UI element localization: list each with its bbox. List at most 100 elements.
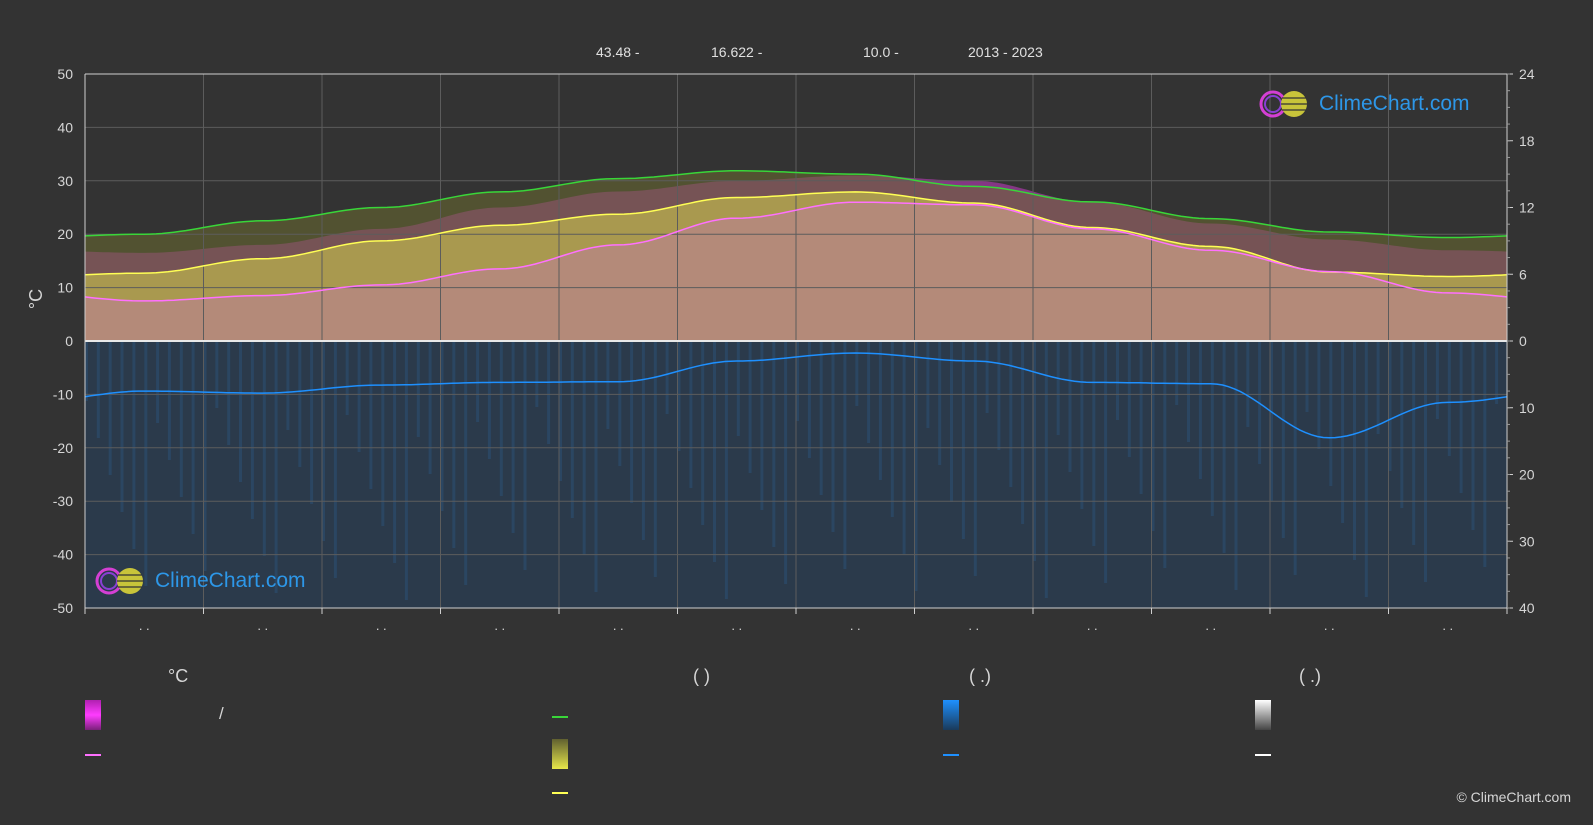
rain-streak [831, 341, 835, 532]
daylight-line [84, 170, 1508, 239]
rain-streak [547, 341, 551, 444]
month-label: . . [613, 618, 624, 633]
rain-streak [760, 341, 764, 510]
logo-bottom-left[interactable]: ClimeChart.com [95, 565, 306, 597]
rain-streak [1412, 341, 1416, 545]
rain-streak [1116, 341, 1119, 420]
rain-streak [796, 341, 799, 421]
axes: 50 40 30 20 10 0 -10 -20 -30 -40 -50 °C 24 18 12 6 0 10 20… [26, 66, 1535, 633]
series-lines [84, 170, 1508, 439]
rain-streak [1198, 341, 1202, 479]
rain-streak [606, 341, 610, 429]
left-tick-label: -20 [53, 440, 73, 456]
rain-streak [1068, 341, 1072, 472]
rain-streak [950, 341, 953, 502]
rain-streak [641, 341, 645, 540]
rain-streak [867, 341, 871, 443]
right-top-tick-label: 6 [1519, 266, 1527, 282]
rain-streak [310, 341, 314, 504]
rain-streak [179, 341, 183, 497]
legend-snow-header: ( .) [1299, 666, 1321, 686]
rain-streak [1293, 341, 1297, 575]
rain-streak [961, 341, 965, 539]
month-label: . . [1324, 618, 1335, 633]
legend-sunshine-line-swatch [552, 792, 568, 794]
rain-streak [1400, 341, 1404, 508]
right-bottom-tick-label: 20 [1519, 467, 1535, 483]
left-tick-label: -40 [53, 547, 73, 563]
mean-temp-line [84, 201, 1508, 302]
legend-rain-line-swatch [943, 754, 959, 756]
rain-streak [1092, 341, 1096, 546]
rain-streak [523, 341, 527, 570]
rain-streak [440, 341, 444, 511]
rain-streak [1151, 341, 1155, 531]
legend-rain-header: ( .) [969, 666, 991, 686]
month-label: . . [1205, 618, 1216, 633]
rain-streak [665, 341, 669, 414]
rain-streak [416, 341, 420, 437]
rain-streak [1281, 341, 1285, 538]
rain-streak [85, 341, 88, 401]
rain-streak [369, 341, 373, 489]
rain-streak [1483, 341, 1487, 567]
rain-streak [1495, 341, 1499, 404]
rain-streak [499, 341, 503, 496]
rain-streak [239, 341, 242, 482]
rain-streak [914, 341, 918, 591]
rain-streak [594, 341, 598, 592]
rain-streak [1104, 341, 1108, 583]
latitude-value: 43.48 - [596, 44, 640, 60]
rain-streak [701, 341, 705, 525]
rain-streak [1258, 341, 1262, 464]
rain-streak [535, 341, 539, 407]
legend-sunshine-swatch [552, 739, 568, 769]
rain-streak [357, 341, 361, 452]
rain-streak [1033, 341, 1036, 561]
rain-streak [381, 341, 385, 526]
month-label: . . [376, 618, 387, 633]
left-tick-label: 0 [65, 333, 73, 349]
rain-streak [1341, 341, 1345, 523]
rain-streak [250, 341, 254, 519]
rain-streak [890, 341, 894, 517]
rain-streak [333, 341, 337, 578]
rain-streak [132, 341, 136, 549]
rain-streak [1270, 341, 1273, 501]
rain-streak [618, 341, 622, 466]
rain-streak [215, 341, 219, 408]
legend-temperature-header: °C [168, 666, 189, 686]
logo-top-right[interactable]: ClimeChart.com [1259, 88, 1470, 120]
rain-streak [1317, 341, 1321, 449]
legend-maxmin-slash: / [219, 704, 224, 723]
rain-streak [1009, 341, 1013, 487]
rain-streak [1139, 341, 1143, 494]
rain-streak [1234, 341, 1238, 590]
right-top-tick-label: 18 [1519, 133, 1535, 149]
month-label: . . [1087, 618, 1098, 633]
rain-streak [1376, 341, 1380, 434]
rain-streak [1459, 341, 1463, 493]
left-tick-label: 50 [57, 66, 73, 82]
legend-sunshine-header: ( ) [693, 666, 710, 686]
rain-streak [262, 341, 266, 556]
logo-text: ClimeChart.com [1319, 92, 1470, 115]
copyright: © ClimeChart.com [1456, 789, 1571, 805]
rain-streak [274, 341, 278, 593]
month-label: . . [850, 618, 861, 633]
month-label: . . [731, 618, 742, 633]
rain-streak [1080, 341, 1084, 509]
logo-text: ClimeChart.com [155, 569, 306, 592]
rain-streak [108, 341, 112, 475]
rain-streak [938, 341, 942, 465]
rain-streak [1246, 341, 1250, 427]
rain-streak [452, 341, 456, 548]
rain-streak [653, 341, 657, 577]
rain-streak [689, 341, 693, 488]
rain-streak [144, 341, 148, 586]
rain-streak [1353, 341, 1356, 560]
rain-streak [736, 341, 740, 436]
rain-streak [878, 341, 882, 480]
left-axis-label: °C [26, 289, 46, 309]
